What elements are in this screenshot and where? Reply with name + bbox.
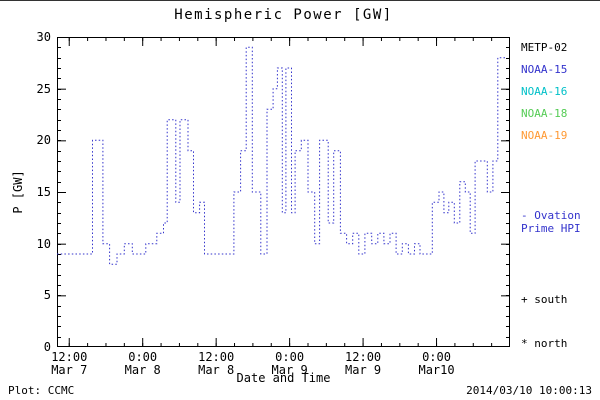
y-tick-label: 10 <box>36 236 51 251</box>
x-tick-label: 0:00 Mar10 <box>418 350 455 377</box>
y-tick-label: 5 <box>43 288 51 303</box>
x-tick-label: 0:00 Mar 9 <box>271 350 308 377</box>
legend-marker-south: + south <box>521 293 568 306</box>
chart-title: Hemispheric Power [GW] <box>174 7 393 23</box>
x-tick-label: 0:00 Mar 8 <box>124 350 161 377</box>
y-tick-label: 15 <box>36 185 51 199</box>
legend-ovation-line1: - Ovation <box>521 209 581 222</box>
legend-item-noaa18: NOAA-18 <box>521 107 568 120</box>
data-plot-canvas <box>57 37 510 347</box>
x-tick-label: 12:00 Mar 8 <box>198 350 235 377</box>
legend-item-noaa15: NOAA-15 <box>521 63 568 76</box>
hpi-step-line <box>57 46 506 265</box>
legend-item-metp02: METP-02 <box>521 41 568 54</box>
legend-item-noaa19: NOAA-19 <box>521 129 568 142</box>
plot-credit: Plot: CCMC <box>8 384 75 397</box>
x-axis-label: Date and Time <box>236 371 331 385</box>
y-tick-label: 0 <box>43 340 51 354</box>
y-tick-label: 20 <box>36 133 51 148</box>
legend-item-noaa16: NOAA-16 <box>521 85 568 98</box>
legend-ovation-line2: Prime HPI <box>521 222 581 235</box>
x-tick-label: 12:00 Mar 9 <box>345 350 382 377</box>
y-tick-label: 25 <box>36 81 51 96</box>
y-tick-label: 30 <box>36 30 51 44</box>
legend: METP-02 NOAA-15 NOAA-16 NOAA-18 NOAA-19 … <box>521 41 599 361</box>
timestamp: 2014/03/10 10:00:13 <box>466 384 592 397</box>
legend-marker-north: * north <box>521 337 568 350</box>
legend-item-ovation-prime: - Ovation Prime HPI <box>521 209 581 235</box>
x-tick-label: 12:00 Mar 7 <box>51 350 88 377</box>
